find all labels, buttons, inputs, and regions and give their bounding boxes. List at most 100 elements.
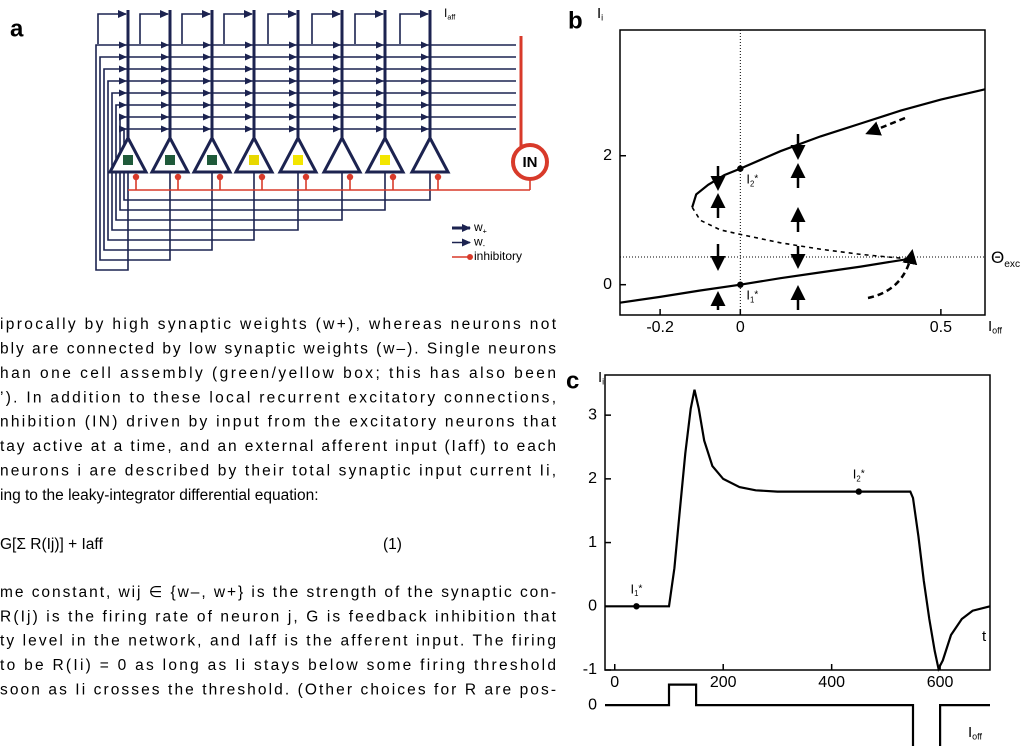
afferent-label-sub: aff bbox=[447, 13, 455, 22]
x-tick-label: 400 bbox=[818, 674, 845, 691]
paragraph-line: soon as Ii crosses the threshold. (Other… bbox=[0, 681, 556, 698]
fixed-point-label: I1* bbox=[630, 582, 642, 599]
afferent-synapse bbox=[288, 10, 297, 18]
synapse bbox=[289, 113, 297, 121]
panel-label: c bbox=[566, 367, 579, 394]
synapse bbox=[376, 41, 384, 49]
x-axis-label-sub: off bbox=[992, 326, 1002, 336]
synapse bbox=[161, 53, 169, 61]
fixed-point-label-mark: * bbox=[638, 583, 642, 594]
synapse bbox=[376, 125, 384, 133]
fixed-point-label-main: I bbox=[630, 582, 634, 597]
inhibitory-neuron-label: IN bbox=[523, 154, 538, 171]
legend-label-main: inhibitory bbox=[474, 249, 522, 263]
synapse bbox=[119, 89, 127, 97]
panel-label: b bbox=[568, 7, 583, 34]
x-tick-label: 0 bbox=[736, 319, 745, 336]
fixed-point-label-sub: 2 bbox=[750, 180, 754, 189]
synapse bbox=[161, 125, 169, 133]
y-axis-label-sub: i bbox=[601, 13, 603, 23]
fixed-point-label-sub: 1 bbox=[750, 296, 754, 305]
paragraph-line: neurons i are described by their total s… bbox=[0, 462, 556, 479]
fixed-point bbox=[855, 488, 862, 495]
afferent-synapse bbox=[375, 10, 384, 18]
synapse bbox=[161, 113, 169, 121]
equation: G[Σ R(Ij)] + Iaff bbox=[0, 536, 103, 553]
synapse bbox=[119, 65, 127, 73]
synapse bbox=[421, 101, 429, 109]
assembly-marker bbox=[165, 155, 175, 165]
fixed-point-label-sub: 1 bbox=[634, 589, 638, 598]
fixed-point-label: I1* bbox=[746, 288, 758, 305]
recurrent-connection bbox=[103, 68, 516, 251]
afferent-synapse bbox=[244, 10, 253, 18]
y-tick-label: 2 bbox=[603, 147, 612, 164]
synapse bbox=[245, 101, 253, 109]
synapse bbox=[245, 65, 253, 73]
plot-frame bbox=[619, 29, 986, 316]
synapse bbox=[203, 53, 211, 61]
inhibitory-synapse bbox=[389, 173, 397, 181]
synapse bbox=[333, 101, 341, 109]
synapse bbox=[333, 125, 341, 133]
neuron bbox=[321, 134, 363, 174]
synapse bbox=[161, 41, 169, 49]
synapse bbox=[203, 65, 211, 73]
legend-synapse bbox=[462, 224, 471, 232]
assembly-marker bbox=[207, 155, 217, 165]
inhibitory-synapse bbox=[258, 173, 266, 181]
equation-number: (1) bbox=[383, 536, 402, 553]
synapse bbox=[203, 89, 211, 97]
paragraph-line: to be R(Ii) = 0 as long as Ii stays belo… bbox=[0, 657, 556, 674]
synapse bbox=[245, 89, 253, 97]
synapse bbox=[119, 125, 127, 133]
synapse bbox=[161, 65, 169, 73]
synapse bbox=[421, 77, 429, 85]
afferent-input bbox=[399, 13, 428, 44]
plot-frame bbox=[604, 374, 991, 671]
synapse bbox=[161, 89, 169, 97]
legend-label-main: w bbox=[473, 220, 483, 234]
x-tick-label: 600 bbox=[927, 674, 954, 691]
synapse bbox=[376, 113, 384, 121]
y-tick-label: 0 bbox=[588, 598, 597, 615]
afferent-input bbox=[97, 13, 126, 44]
synapse bbox=[289, 53, 297, 61]
legend-label-main: w bbox=[473, 235, 483, 249]
afferent-synapse bbox=[118, 10, 127, 18]
synapse bbox=[203, 125, 211, 133]
x-axis-label: t bbox=[982, 628, 987, 645]
curve bbox=[691, 206, 909, 260]
fixed-point-label-main: I bbox=[746, 172, 750, 187]
paragraph-line: nhibition (IN) driven by input from the … bbox=[0, 414, 557, 431]
x-axis-label: Ioff bbox=[988, 318, 1003, 336]
plot: 0 bbox=[588, 683, 990, 746]
legend-label: w+ bbox=[473, 220, 487, 235]
afferent-label-main: I bbox=[444, 6, 447, 20]
y-tick-label: 3 bbox=[588, 406, 597, 423]
y-axis-label-main: I bbox=[598, 369, 602, 386]
afferent-label: Iaff bbox=[444, 6, 455, 21]
synapse bbox=[289, 65, 297, 73]
paragraph-line: ty level in the network, and Iaff is the… bbox=[0, 633, 556, 650]
paragraph-line: iprocally by high synaptic weights (w+),… bbox=[0, 316, 557, 333]
paragraph-line: tay active at a time, and an external af… bbox=[0, 438, 556, 455]
fixed-point bbox=[737, 165, 744, 172]
afferent-input bbox=[223, 13, 252, 44]
y-axis-label: Ioff bbox=[968, 724, 983, 742]
synapse bbox=[289, 77, 297, 85]
legend-synapse bbox=[462, 238, 471, 247]
y-tick-label: -1 bbox=[583, 661, 597, 678]
paragraph-line: ing to the leaky-integrator differential… bbox=[0, 487, 319, 504]
afferent-synapse bbox=[202, 10, 211, 18]
x-axis-label-main: t bbox=[982, 628, 987, 645]
curve bbox=[605, 683, 990, 746]
y-axis-label-main: I bbox=[968, 724, 972, 741]
curve bbox=[605, 389, 991, 672]
assembly-marker bbox=[249, 155, 259, 165]
afferent-input bbox=[267, 13, 296, 44]
synapse bbox=[203, 41, 211, 49]
x-axis-label-main: I bbox=[988, 318, 992, 335]
